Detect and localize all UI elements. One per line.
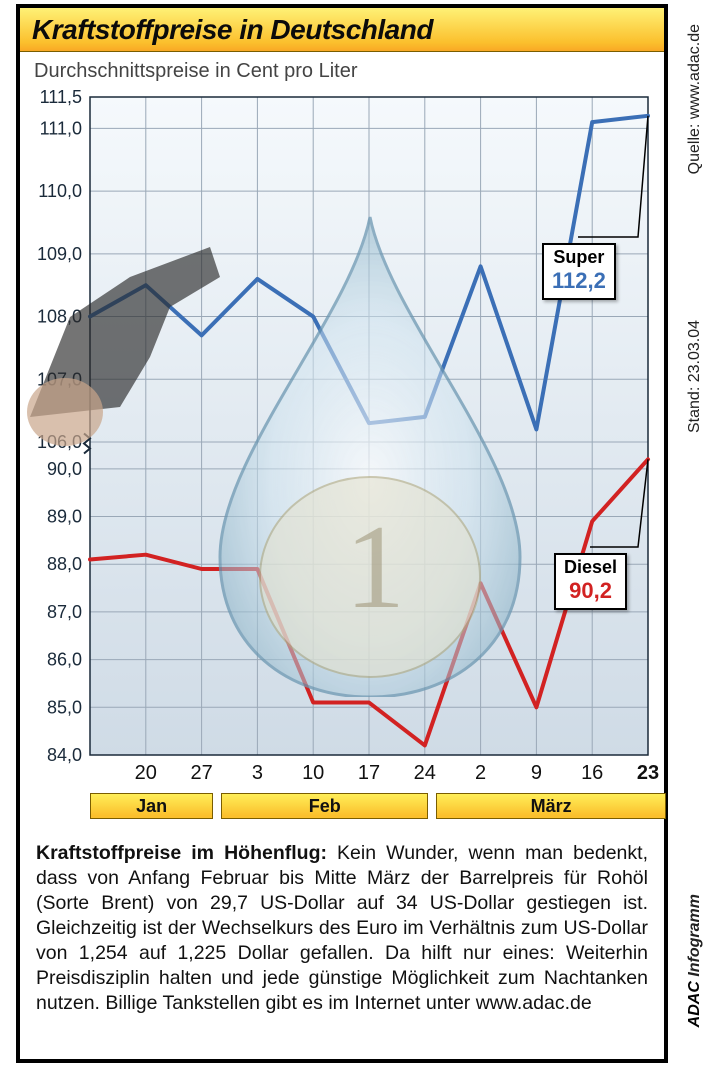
credit-rest: Infogramm bbox=[686, 894, 703, 981]
description-body: Kein Wunder, wenn man bedenkt, dass von … bbox=[36, 842, 648, 1014]
svg-text:1: 1 bbox=[345, 500, 405, 633]
svg-text:10: 10 bbox=[302, 762, 324, 784]
callout-diesel: Diesel 90,2 bbox=[554, 553, 627, 610]
svg-text:16: 16 bbox=[581, 762, 603, 784]
title-bar: Kraftstoffpreise in Deutschland bbox=[20, 8, 664, 52]
svg-text:111,0: 111,0 bbox=[40, 118, 82, 138]
credit-adac: ADAC bbox=[686, 981, 703, 1027]
svg-text:9: 9 bbox=[531, 762, 542, 784]
description-lead: Kraftstoffpreise im Höhenflug: bbox=[36, 842, 327, 864]
svg-text:110,0: 110,0 bbox=[38, 181, 82, 201]
credit-text: ADAC Infogramm bbox=[686, 894, 704, 1027]
fuel-drop-icon: 1 bbox=[190, 197, 550, 697]
svg-text:84,0: 84,0 bbox=[47, 745, 82, 765]
month-cell: Jan bbox=[90, 793, 213, 819]
infographic-frame: Kraftstoffpreise in Deutschland Durchsch… bbox=[16, 4, 668, 1063]
callout-diesel-value: 90,2 bbox=[564, 578, 617, 604]
svg-text:17: 17 bbox=[358, 762, 380, 784]
svg-text:3: 3 bbox=[252, 762, 263, 784]
svg-text:2: 2 bbox=[475, 762, 486, 784]
callout-diesel-label: Diesel bbox=[564, 557, 617, 578]
chart-area: 111,5111,0110,0109,0108,0107,0106,090,08… bbox=[20, 87, 664, 827]
callout-super: Super 112,2 bbox=[542, 243, 616, 300]
svg-text:111,5: 111,5 bbox=[40, 87, 82, 107]
subtitle-text: Durchschnittspreise in Cent pro Liter bbox=[20, 52, 664, 87]
svg-text:88,0: 88,0 bbox=[47, 554, 82, 574]
svg-text:27: 27 bbox=[190, 762, 212, 784]
fuel-pump-icon bbox=[10, 217, 240, 457]
svg-text:86,0: 86,0 bbox=[47, 650, 82, 670]
svg-text:24: 24 bbox=[414, 762, 436, 784]
callout-super-value: 112,2 bbox=[552, 268, 606, 294]
svg-text:20: 20 bbox=[135, 762, 157, 784]
svg-text:90,0: 90,0 bbox=[47, 459, 82, 479]
month-cell: Feb bbox=[221, 793, 428, 819]
date-stamp: Stand: 23.03.04 bbox=[686, 320, 704, 433]
source-text: Quelle: www.adac.de bbox=[686, 24, 704, 174]
svg-text:85,0: 85,0 bbox=[47, 697, 82, 717]
svg-text:23: 23 bbox=[637, 762, 659, 784]
month-row: JanFebMärz bbox=[90, 793, 650, 823]
svg-text:87,0: 87,0 bbox=[47, 602, 82, 622]
svg-text:89,0: 89,0 bbox=[47, 507, 82, 527]
month-cell: März bbox=[436, 793, 666, 819]
title-text: Kraftstoffpreise in Deutschland bbox=[32, 14, 433, 46]
callout-super-label: Super bbox=[552, 247, 606, 268]
description-paragraph: Kraftstoffpreise im Höhenflug: Kein Wund… bbox=[20, 827, 664, 1026]
